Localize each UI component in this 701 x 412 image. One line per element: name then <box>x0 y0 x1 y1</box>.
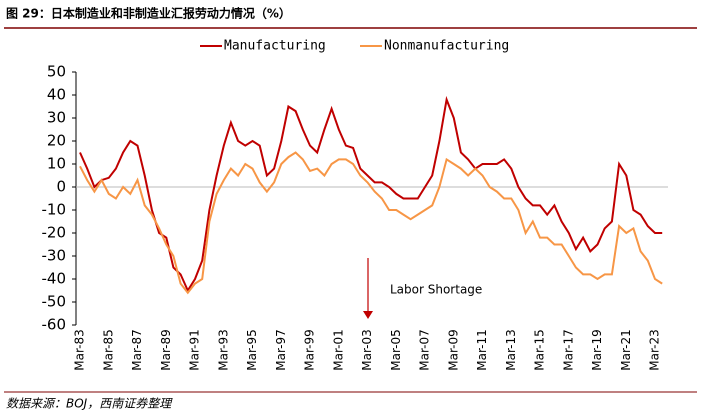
y-tick-label: 10 <box>47 155 66 173</box>
y-tick-label: -20 <box>42 224 67 242</box>
x-tick-label: Mar-07 <box>418 329 432 370</box>
x-tick-label: Mar-23 <box>648 329 662 370</box>
x-tick-label: Mar-95 <box>245 329 259 370</box>
x-tick-label: Mar-93 <box>216 329 230 370</box>
x-tick-label: Mar-21 <box>619 329 633 370</box>
y-tick-label: -30 <box>42 247 67 265</box>
legend-label: Manufacturing <box>224 39 326 54</box>
x-tick-label: Mar-89 <box>159 329 173 370</box>
x-tick-label: Mar-15 <box>533 329 547 370</box>
x-tick-label: Mar-19 <box>590 329 604 370</box>
y-tick-label: -10 <box>42 201 67 219</box>
y-tick-label: 30 <box>47 109 66 127</box>
y-tick-label: 0 <box>56 178 66 196</box>
x-tick-label: Mar-83 <box>73 329 87 370</box>
y-tick-label: 40 <box>47 86 66 104</box>
x-tick-label: Mar-85 <box>101 329 115 370</box>
y-tick-label: 50 <box>47 63 66 81</box>
annotation: Labor Shortage <box>390 283 482 297</box>
x-tick-label: Mar-03 <box>360 329 374 370</box>
x-tick-label: Mar-09 <box>446 329 460 370</box>
x-tick-label: Mar-87 <box>130 329 144 370</box>
x-tick-label: Mar-99 <box>303 329 317 370</box>
series-line <box>79 95 663 293</box>
legend-label: Nonmanufacturing <box>384 39 509 54</box>
x-tick-label: Mar-05 <box>389 329 403 370</box>
x-tick-label: Mar-01 <box>331 329 345 370</box>
x-tick-label: Mar-97 <box>274 329 288 370</box>
y-tick-label: -60 <box>42 316 67 334</box>
x-tick-label: Mar-11 <box>475 329 489 370</box>
y-tick-label: -50 <box>42 293 67 311</box>
source: 数据来源：BOJ，西南证券整理 <box>6 397 173 411</box>
x-tick-label: Mar-17 <box>561 329 575 370</box>
x-tick-label: Mar-91 <box>188 329 202 370</box>
x-tick-label: Mar-13 <box>504 329 518 370</box>
y-tick-label: 20 <box>47 132 66 150</box>
y-tick-label: -40 <box>42 270 67 288</box>
arrow-head <box>363 311 373 319</box>
chart-title: 图 29：日本制造业和非制造业汇报劳动力情况（%） <box>6 6 291 21</box>
series-line <box>79 151 663 295</box>
